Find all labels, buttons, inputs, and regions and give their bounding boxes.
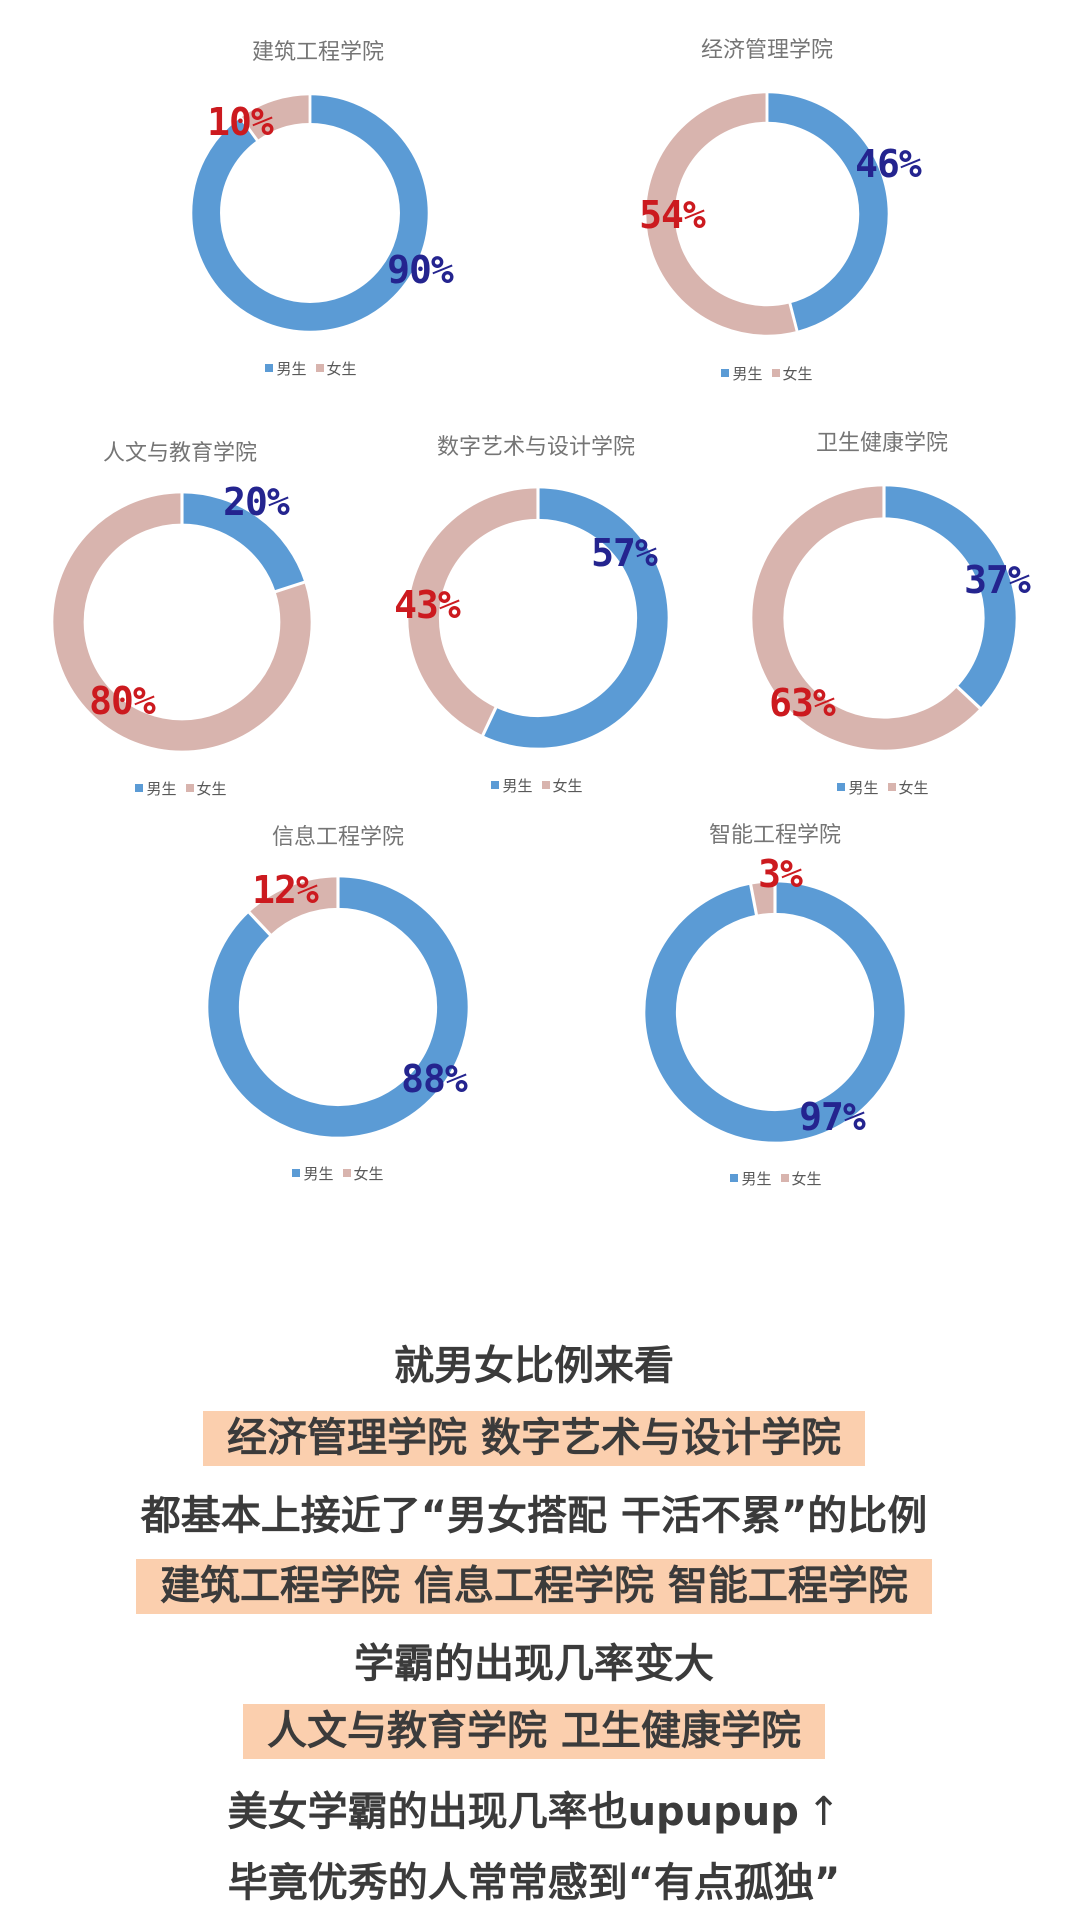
female-legend-swatch-icon — [342, 1169, 351, 1177]
male-legend-swatch-icon — [730, 1174, 739, 1182]
female-percent-label: 80% — [89, 679, 156, 723]
male-percent-label: 46% — [855, 142, 922, 186]
female-legend-swatch-icon — [780, 1174, 789, 1182]
chart-legend: 男生 女生 — [696, 1168, 856, 1188]
male-percent-label: 90% — [387, 248, 454, 292]
chart-legend: 男生 女生 — [457, 775, 617, 795]
female-percent-label: 63% — [769, 681, 836, 725]
summary-line-text: 美女学霸的出现几率也upupup — [227, 1789, 799, 1835]
chart-title: 智能工程学院 — [708, 823, 841, 848]
summary-line: 都基本上接近了“男女搭配 干活不累”的比例 — [140, 1493, 928, 1539]
female-legend-label: 女生 — [898, 778, 929, 797]
male-segment — [645, 882, 905, 1142]
summary-line: 就男女比例来看 — [394, 1343, 674, 1389]
male-legend-swatch-icon — [491, 781, 500, 789]
male-percent-label: 88% — [401, 1057, 468, 1101]
female-legend-label: 女生 — [196, 779, 227, 798]
female-legend-swatch-icon — [315, 364, 324, 372]
chart-legend: 男生 女生 — [803, 777, 963, 797]
male-legend-label: 男生 — [732, 364, 763, 383]
male-legend-swatch-icon — [292, 1169, 301, 1177]
male-legend-label: 男生 — [502, 776, 533, 795]
donut-ring — [752, 483, 1016, 750]
chart-title: 建筑工程学院 — [251, 40, 384, 65]
male-legend-label: 男生 — [848, 778, 879, 797]
male-legend-swatch-icon — [721, 369, 730, 377]
female-legend-swatch-icon — [541, 781, 550, 789]
segment-separator — [480, 704, 499, 739]
female-percent-label: 3% — [758, 852, 803, 896]
male-legend-label: 男生 — [741, 1169, 772, 1188]
female-percent-label: 12% — [252, 868, 319, 912]
donut-ring — [53, 490, 311, 751]
chart-title: 人文与教育学院 — [102, 441, 257, 466]
highlight-box: 经济管理学院 数字艺术与设计学院 — [203, 1411, 865, 1466]
female-legend-swatch-icon — [185, 784, 194, 792]
female-legend-swatch-icon — [887, 783, 896, 791]
female-legend-label: 女生 — [326, 359, 357, 378]
male-percent-label: 57% — [591, 531, 658, 575]
summary-line-highlighted: 经济管理学院 数字艺术与设计学院 — [0, 1410, 1068, 1466]
male-percent-label: 20% — [223, 480, 290, 524]
segment-separator — [272, 579, 308, 594]
male-percent-label: 97% — [799, 1095, 866, 1139]
chart-title: 卫生健康学院 — [815, 431, 948, 456]
segment-separator — [787, 300, 800, 334]
male-legend-label: 男生 — [146, 779, 177, 798]
segment-separator — [238, 114, 260, 144]
male-percent-label: 37% — [964, 558, 1031, 602]
segment-separator — [246, 909, 274, 938]
highlight-box: 人文与教育学院 卫生健康学院 — [243, 1704, 825, 1759]
summary-line: 毕竟优秀的人常常感到“有点孤独” — [227, 1860, 841, 1906]
summary-line-highlighted: 人文与教育学院 卫生健康学院 — [0, 1703, 1068, 1759]
male-legend-label: 男生 — [303, 1164, 334, 1183]
female-legend-label: 女生 — [353, 1164, 384, 1183]
female-legend-label: 女生 — [552, 776, 583, 795]
summary-line: 美女学霸的出现几率也upupup ↑ — [0, 1784, 1068, 1840]
donut-ring — [208, 874, 468, 1137]
chart-legend: 男生 女生 — [687, 363, 847, 383]
chart-legend: 男生 女生 — [258, 1163, 418, 1183]
male-legend-swatch-icon — [837, 783, 846, 791]
chart-title: 经济管理学院 — [700, 38, 833, 63]
female-percent-label: 10% — [207, 100, 274, 144]
female-percent-label: 54% — [639, 193, 706, 237]
male-legend-label: 男生 — [276, 359, 307, 378]
segment-separator — [748, 881, 759, 918]
chart-legend: 男生 女生 — [231, 358, 391, 378]
chart-legend: 男生 女生 — [101, 778, 261, 798]
highlight-box: 建筑工程学院 信息工程学院 智能工程学院 — [136, 1559, 932, 1614]
up-arrow-icon: ↑ — [806, 1789, 841, 1835]
female-legend-label: 女生 — [782, 364, 813, 383]
donut-ring — [645, 879, 905, 1142]
summary-line: 学霸的出现几率变大 — [354, 1641, 714, 1687]
donut-ring — [646, 90, 888, 335]
female-legend-swatch-icon — [771, 369, 780, 377]
female-legend-label: 女生 — [791, 1169, 822, 1188]
male-legend-swatch-icon — [135, 784, 144, 792]
summary-line-highlighted: 建筑工程学院 信息工程学院 智能工程学院 — [0, 1558, 1068, 1614]
donut-ring — [192, 92, 428, 331]
male-legend-swatch-icon — [265, 364, 274, 372]
donut-ring — [408, 485, 668, 748]
chart-title: 信息工程学院 — [271, 825, 404, 850]
segment-separator — [954, 683, 984, 712]
chart-title: 数字艺术与设计学院 — [436, 435, 635, 460]
female-percent-label: 43% — [394, 583, 461, 627]
